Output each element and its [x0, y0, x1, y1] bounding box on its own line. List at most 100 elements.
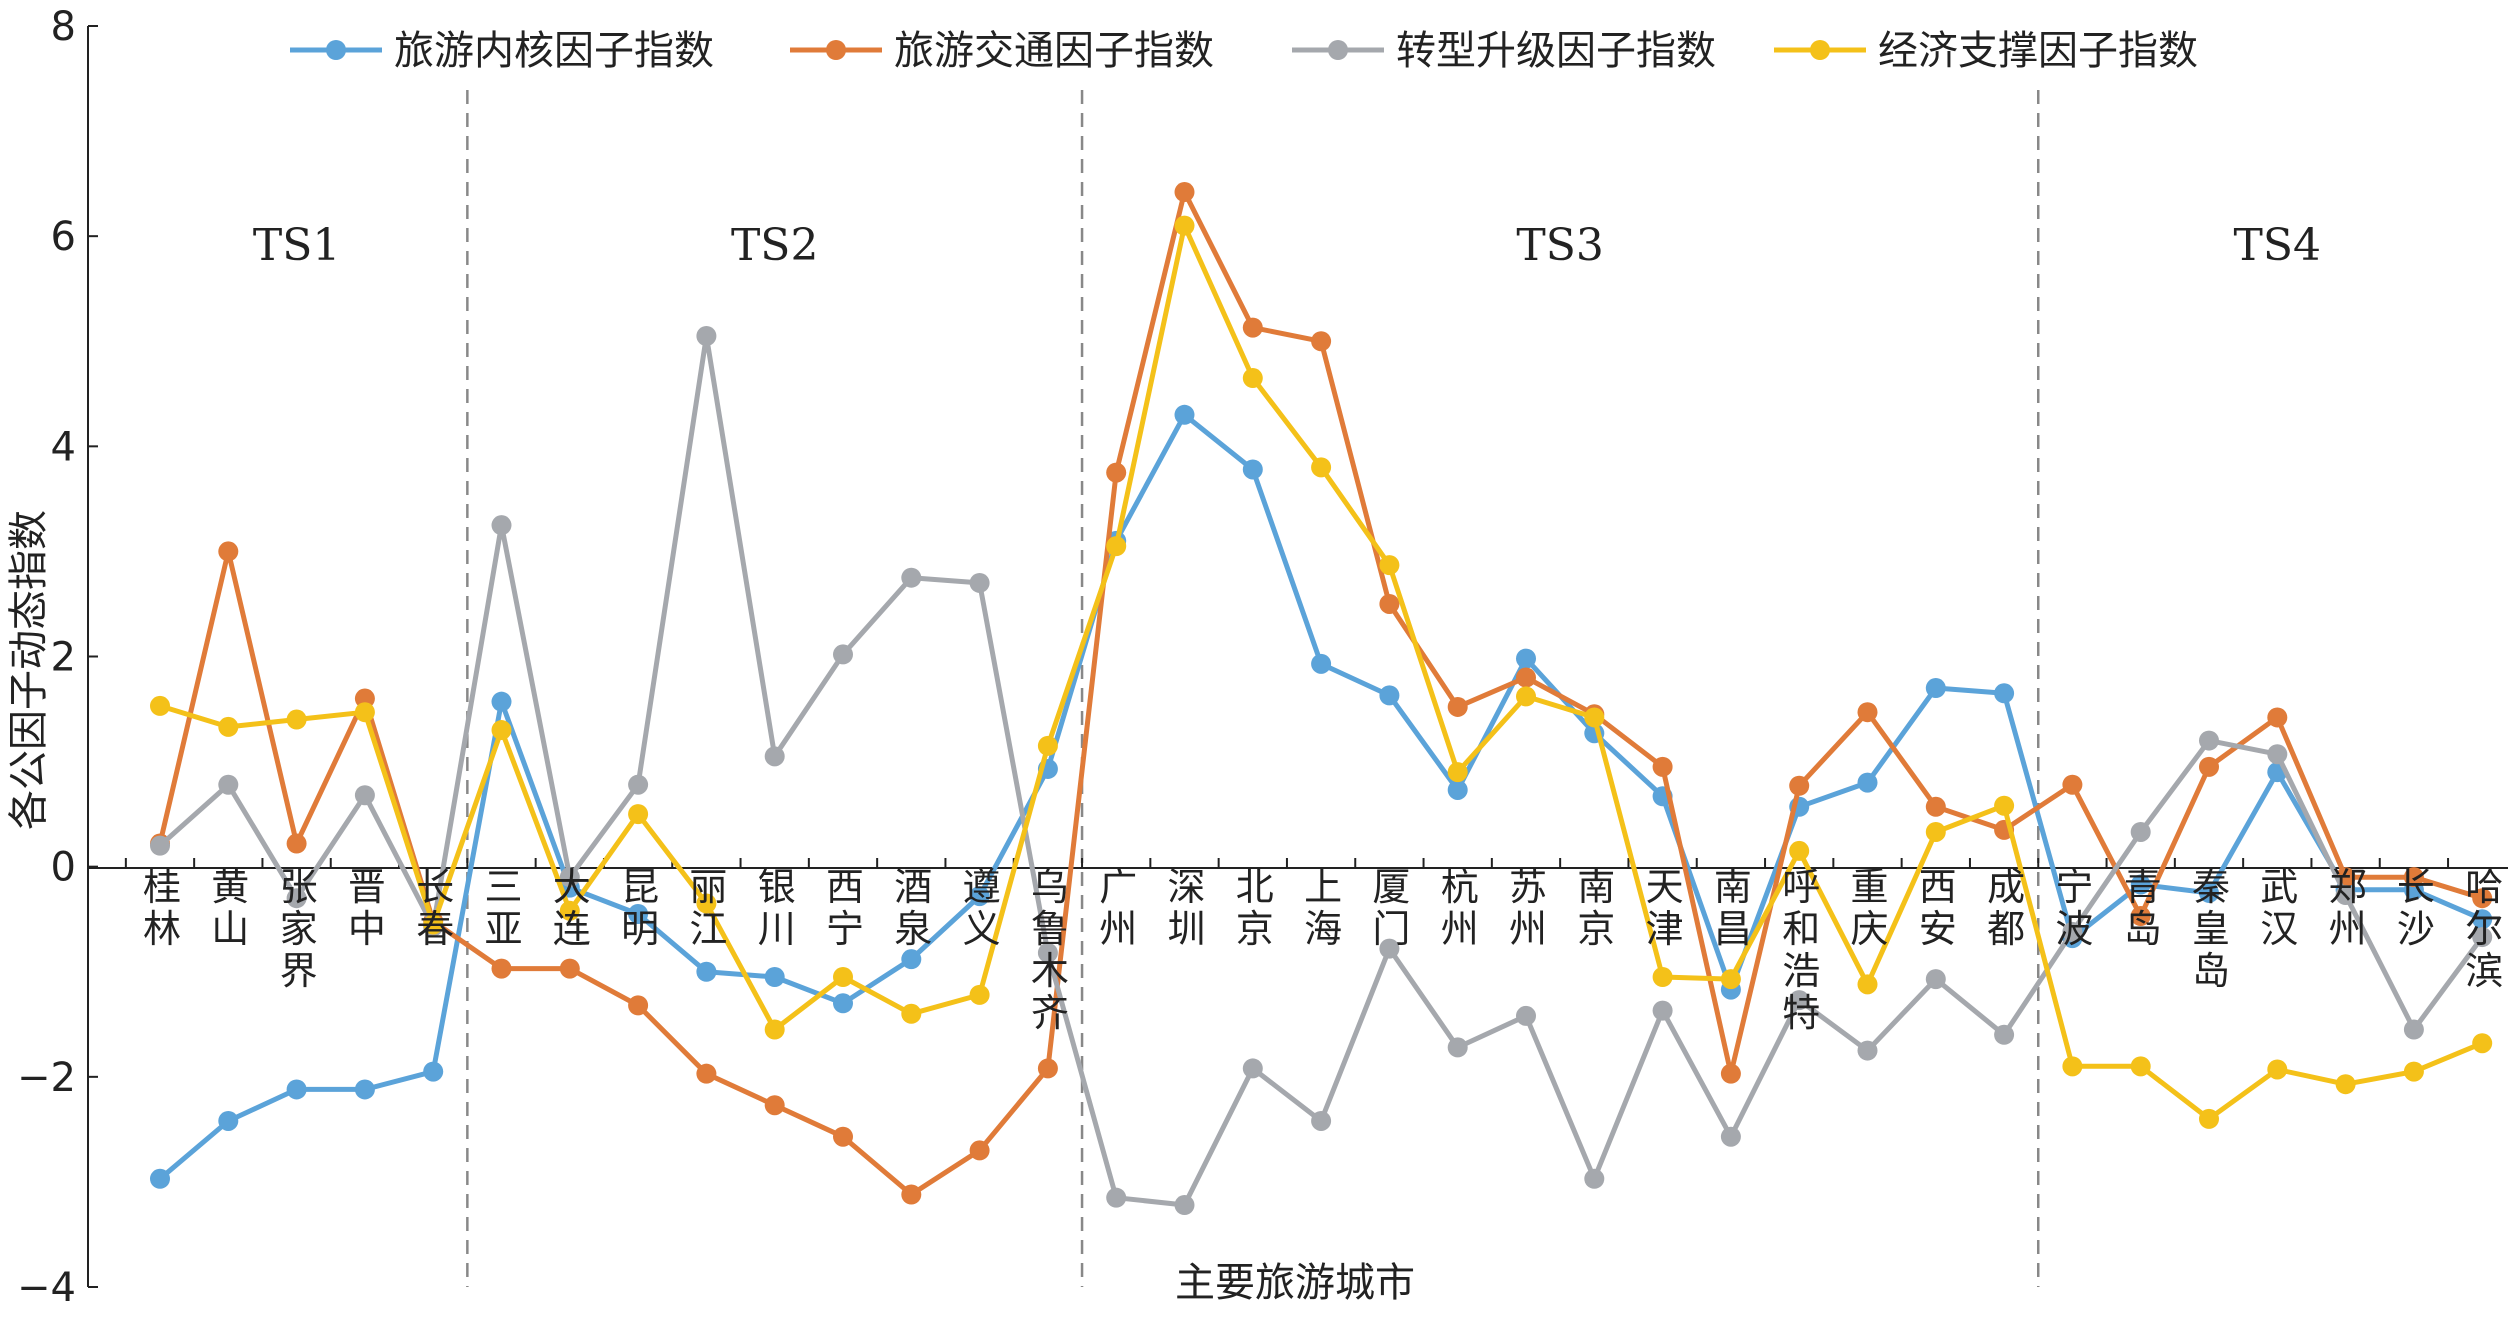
data-point [2062, 774, 2083, 795]
data-point [2130, 874, 2151, 895]
data-point [764, 1095, 785, 1116]
legend-label: 旅游内核因子指数 [394, 28, 714, 74]
data-point [969, 572, 990, 593]
data-point [286, 888, 307, 909]
y-tick-label: 0 [51, 845, 76, 891]
data-point [1720, 969, 1741, 990]
x-tick-label: 晋中 [348, 865, 386, 951]
data-point [354, 702, 375, 723]
x-tick-label: 重庆 [1850, 865, 1888, 951]
legend-marker [326, 40, 346, 60]
data-point [1037, 942, 1058, 963]
data-point [1311, 653, 1332, 674]
x-tick-label: 酒泉 [894, 865, 932, 951]
data-point [1994, 683, 2015, 704]
data-point [1174, 1195, 1195, 1216]
x-tick-label: 厦门 [1372, 865, 1410, 951]
data-point [1925, 969, 1946, 990]
data-point [764, 746, 785, 767]
data-point [628, 774, 649, 795]
x-tick-label: 天津 [1646, 865, 1684, 951]
data-point [1925, 821, 1946, 842]
data-point [218, 774, 239, 795]
data-point [901, 567, 922, 588]
data-point [628, 903, 649, 924]
data-point [696, 1063, 717, 1084]
data-point [491, 958, 512, 979]
y-axis-title: 各公因子动态指数 [6, 510, 52, 830]
data-point [423, 1061, 444, 1082]
data-point [2403, 1019, 2424, 1040]
data-point [833, 644, 853, 665]
data-point [2472, 888, 2493, 909]
data-point [218, 1110, 239, 1131]
region-dividers: TS1 TS2 TS3 TS4 [253, 90, 2321, 1287]
data-point [1447, 762, 1468, 783]
data-point [628, 804, 649, 825]
data-point [1242, 1058, 1263, 1079]
data-point [1789, 840, 1810, 861]
data-point [1242, 368, 1263, 389]
data-point [218, 716, 239, 737]
data-point [2267, 744, 2288, 765]
data-point [1106, 1187, 1127, 1208]
data-point [764, 1019, 785, 1040]
data-point [1857, 974, 1878, 995]
data-point [1106, 536, 1127, 557]
data-point [901, 1003, 922, 1024]
x-tick-label: 西安 [1919, 865, 1957, 951]
x-tick-label: 深圳 [1167, 865, 1205, 951]
data-point [1379, 555, 1400, 576]
y-tick-label: 8 [51, 4, 76, 50]
data-point [764, 967, 785, 988]
data-point [2062, 1056, 2083, 1077]
data-point [2130, 906, 2151, 927]
legend-label: 转型升级因子指数 [1396, 28, 1716, 74]
data-point [1720, 1126, 1741, 1147]
y-tick-label: 4 [51, 424, 76, 470]
data-point [1311, 457, 1332, 478]
data-point [2199, 756, 2219, 777]
data-point [2403, 1061, 2424, 1082]
data-point [833, 1126, 853, 1147]
region-label: TS2 [731, 220, 818, 271]
data-point [2472, 927, 2493, 948]
data-point [1311, 1110, 1332, 1131]
data-point [833, 967, 853, 988]
legend-marker [826, 40, 846, 60]
data-point [1516, 648, 1536, 669]
y-tick-label: −4 [17, 1265, 76, 1311]
data-point [1174, 215, 1195, 236]
x-tick-label: 成都 [1987, 865, 2025, 951]
data-point [2199, 1108, 2219, 1129]
data-point [1242, 317, 1263, 338]
legend-marker [1328, 40, 1348, 60]
data-point [1106, 462, 1127, 483]
data-point [1242, 459, 1263, 480]
x-tick-label: 秦皇岛 [2192, 865, 2230, 993]
data-point [1174, 404, 1195, 425]
data-point [286, 709, 307, 730]
region-label: TS3 [1516, 220, 1603, 271]
data-point [1584, 707, 1605, 728]
data-point [2472, 909, 2493, 930]
x-tick-label: 杭州 [1441, 865, 1479, 951]
region-label: TS1 [253, 220, 340, 271]
legend: 旅游内核因子指数 旅游交通因子指数 转型升级因子指数 经济支撑因子指数 [290, 28, 2198, 74]
data-point [1379, 938, 1400, 959]
data-point [1037, 735, 1058, 756]
data-point [491, 691, 512, 712]
data-point [1447, 696, 1468, 717]
data-point [2267, 707, 2288, 728]
y-tick-label: 2 [51, 635, 76, 681]
data-point [150, 695, 170, 716]
data-point [2199, 882, 2219, 903]
x-tick-label: 武汉 [2260, 865, 2298, 951]
data-point [150, 835, 170, 856]
data-point [1584, 1168, 1605, 1189]
x-tick-label: 张家界 [280, 865, 318, 993]
data-point [1516, 686, 1536, 707]
x-tick-label: 桂林 [143, 865, 181, 951]
data-point [1516, 667, 1536, 688]
